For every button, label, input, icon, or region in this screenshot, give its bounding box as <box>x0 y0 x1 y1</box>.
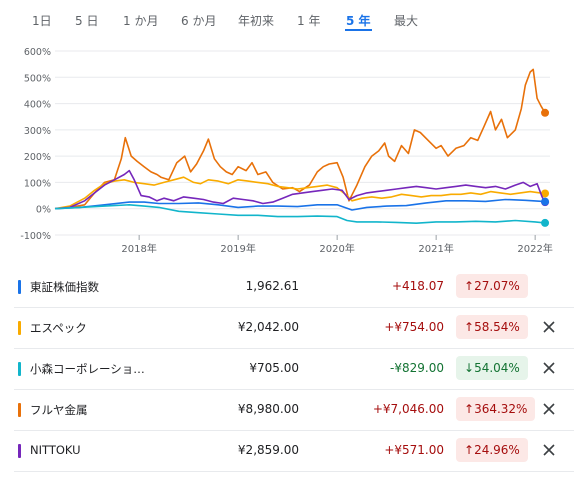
comparison-list: 東証株価指数 1,962.61 +418.07 ↑27.07% エスペック ¥2… <box>14 267 574 472</box>
y-tick-label: 200% <box>24 152 51 163</box>
y-tick-label: 500% <box>24 73 51 84</box>
x-tick-label: 2021年 <box>418 242 453 255</box>
series-line <box>54 68 546 210</box>
series-line <box>54 198 546 211</box>
percent-badge: ↓54.04% <box>456 356 528 380</box>
series-end-point <box>541 218 550 227</box>
percent-badge: ↑27.07% <box>456 274 528 298</box>
close-icon[interactable] <box>538 357 560 379</box>
tab-1-day[interactable]: 1日 <box>32 14 52 28</box>
ticker-price: ¥705.00 <box>249 361 299 375</box>
ticker-name: 小森コーポレーショ… <box>30 362 145 376</box>
list-item[interactable]: フルヤ金属 ¥8,980.00 +¥7,046.00 ↑364.32% <box>14 390 574 431</box>
y-tick-label: 600% <box>24 47 51 58</box>
tab-1-year[interactable]: 1 年 <box>297 14 321 28</box>
y-tick-label: 100% <box>24 178 51 189</box>
series-end-point <box>541 108 550 117</box>
ticker-price: ¥8,980.00 <box>237 402 299 416</box>
x-tick-label: 2020年 <box>319 242 354 255</box>
series-color-bar <box>18 403 21 417</box>
percent-value: 58.54% <box>474 320 520 334</box>
percent-value: 24.96% <box>474 443 520 457</box>
ticker-price: ¥2,859.00 <box>237 443 299 457</box>
y-tick-label: 400% <box>24 100 51 111</box>
series-color-bar <box>18 362 21 376</box>
ticker-change: +¥7,046.00 <box>372 402 444 416</box>
ticker-price: 1,962.61 <box>245 279 299 293</box>
series-line <box>54 204 546 224</box>
time-range-tabs: 1日 5 日 1 か月 6 か月 年初来 1 年 5 年 最大 <box>0 0 586 40</box>
arrow-up-icon: ↑ <box>464 320 475 334</box>
arrow-up-icon: ↑ <box>464 443 475 457</box>
percent-value: 27.07% <box>474 279 520 293</box>
list-item[interactable]: 小森コーポレーショ… ¥705.00 -¥829.00 ↓54.04% <box>14 349 574 390</box>
series-color-bar <box>18 444 21 458</box>
tab-6-month[interactable]: 6 か月 <box>181 14 217 28</box>
ticker-price: ¥2,042.00 <box>237 320 299 334</box>
ticker-name: 東証株価指数 <box>30 280 99 294</box>
series-end-point <box>541 189 550 198</box>
close-icon[interactable] <box>538 439 560 461</box>
list-item[interactable]: NITTOKU ¥2,859.00 +¥571.00 ↑24.96% <box>14 431 574 472</box>
x-tick-label: 2022年 <box>517 242 552 255</box>
ticker-change: +¥571.00 <box>384 443 444 457</box>
y-tick-label: 300% <box>24 126 51 137</box>
arrow-down-icon: ↓ <box>464 361 475 375</box>
close-icon[interactable] <box>538 398 560 420</box>
ticker-name: NITTOKU <box>30 443 81 457</box>
percent-badge: ↑58.54% <box>456 315 528 339</box>
list-item[interactable]: エスペック ¥2,042.00 +¥754.00 ↑58.54% <box>14 308 574 349</box>
series-end-point <box>541 197 550 206</box>
y-tick-label: -100% <box>20 231 51 242</box>
tab-1-month[interactable]: 1 か月 <box>123 14 159 28</box>
series-color-bar <box>18 280 21 294</box>
series-line <box>54 176 546 210</box>
tab-5-year[interactable]: 5 年 <box>345 14 372 31</box>
x-tick-label: 2018年 <box>121 242 156 255</box>
percent-badge: ↑24.96% <box>456 438 528 462</box>
arrow-up-icon: ↑ <box>464 402 475 416</box>
ticker-change: -¥829.00 <box>390 361 444 375</box>
ticker-change: +¥754.00 <box>384 320 444 334</box>
percent-badge: ↑364.32% <box>456 397 536 421</box>
x-tick-label: 2019年 <box>220 242 255 255</box>
percent-value: 364.32% <box>474 402 528 416</box>
comparison-line-chart: 600% 500% 400% 300% 200% 100% 0% -100% 2018年 2019… <box>20 47 552 255</box>
tab-ytd[interactable]: 年初来 <box>238 14 275 28</box>
ticker-name: エスペック <box>30 321 87 335</box>
close-icon[interactable] <box>538 316 560 338</box>
percent-value: 54.04% <box>474 361 520 375</box>
list-item[interactable]: 東証株価指数 1,962.61 +418.07 ↑27.07% <box>14 267 574 308</box>
tab-max[interactable]: 最大 <box>394 14 419 28</box>
tab-5-day[interactable]: 5 日 <box>75 14 99 28</box>
y-tick-label: 0% <box>36 205 51 216</box>
series-color-bar <box>18 321 21 335</box>
ticker-change: +418.07 <box>391 279 444 293</box>
arrow-up-icon: ↑ <box>464 279 475 293</box>
series-line <box>54 169 546 210</box>
ticker-name: フルヤ金属 <box>30 403 88 417</box>
